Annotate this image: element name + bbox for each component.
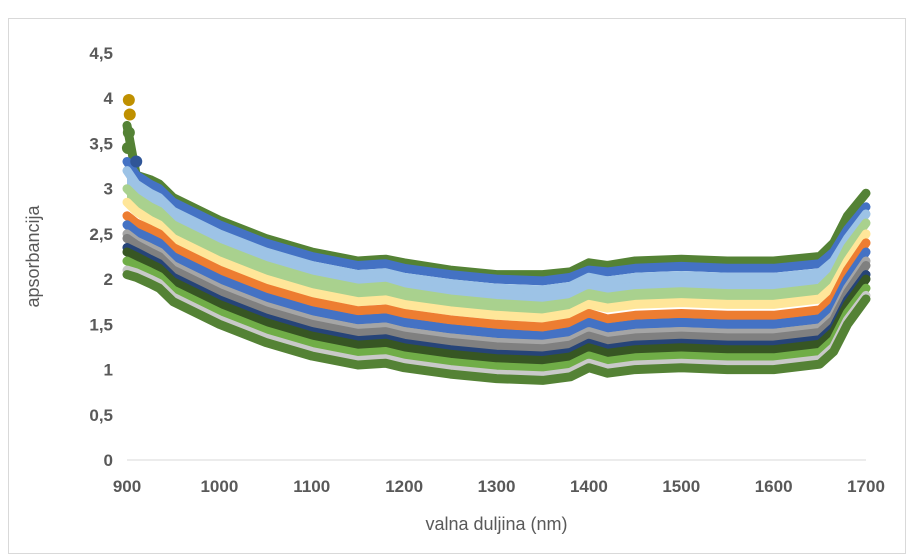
y-tick-label: 1,5	[89, 315, 113, 334]
x-tick-label: 1400	[570, 477, 608, 496]
x-tick-label: 1100	[293, 477, 330, 496]
y-tick-label: 4	[104, 89, 114, 108]
series-lines	[122, 120, 871, 385]
data-point-4	[121, 141, 134, 154]
y-axis-ticks: 0 0,5 1 1,5 2 2,5 3 3,5 4 4,5	[89, 44, 113, 470]
series-line-3	[122, 166, 871, 295]
x-axis-ticks: 900 1000 1100 1200 1300 1400 1500 1600 1700	[113, 477, 885, 496]
x-tick-label: 900	[113, 477, 141, 496]
series-line-6	[122, 211, 871, 332]
series-line-9	[122, 233, 871, 354]
y-tick-label: 3	[104, 180, 113, 199]
x-tick-label: 1700	[847, 477, 885, 496]
y-tick-label: 0,5	[89, 406, 113, 425]
absorbance-chart: 0 0,5 1 1,5 2 2,5 3 3,5 4 4,5 900 1000 1100 1200 1300…	[23, 44, 885, 534]
y-tick-label: 1	[104, 361, 113, 380]
series-line-4	[122, 184, 871, 311]
x-tick-label: 1300	[478, 477, 516, 496]
data-markers	[121, 94, 143, 168]
series-line-14	[122, 270, 871, 385]
data-point-3	[122, 126, 135, 139]
series-line-11	[122, 247, 871, 365]
y-tick-label: 2,5	[89, 225, 113, 244]
series-band-2	[127, 188, 866, 318]
y-tick-label: 3,5	[89, 134, 113, 153]
data-point-1	[122, 94, 135, 107]
chart-area: 0 0,5 1 1,5 2 2,5 3 3,5 4 4,5 900 1000 1100 1200 1300…	[8, 18, 906, 554]
data-point-2	[123, 108, 136, 121]
series-line-2	[122, 157, 871, 286]
y-tick-label: 0	[104, 451, 113, 470]
series-line-5	[122, 197, 871, 323]
series-line-12	[122, 256, 871, 374]
x-tick-label: 1200	[385, 477, 423, 496]
y-axis-title: apsorbancija	[23, 204, 43, 307]
x-tick-label: 1000	[200, 477, 238, 496]
data-point-5	[130, 155, 143, 168]
x-axis-title: valna duljina (nm)	[425, 514, 567, 534]
x-tick-label: 1600	[755, 477, 793, 496]
y-tick-label: 2	[104, 270, 113, 289]
series-band-1	[127, 170, 866, 307]
y-tick-label: 4,5	[89, 44, 113, 63]
x-tick-label: 1500	[662, 477, 700, 496]
series-line-7	[122, 220, 871, 341]
